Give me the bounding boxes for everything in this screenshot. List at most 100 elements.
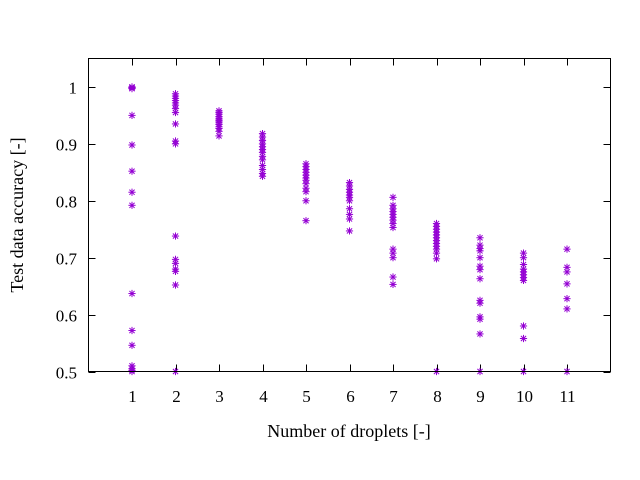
- point-stroke: [477, 275, 483, 282]
- data-point: [389, 193, 397, 201]
- y-tick-label: 1: [69, 79, 78, 98]
- point-stroke: [477, 330, 483, 337]
- point-stroke: [129, 85, 135, 92]
- data-point: [128, 111, 136, 120]
- point-stroke: [172, 120, 179, 127]
- data-point: [563, 295, 571, 303]
- point-stroke: [390, 254, 396, 261]
- data-point: [563, 280, 571, 288]
- point-stroke: [564, 295, 570, 302]
- data-point: [476, 299, 484, 307]
- point-stroke: [303, 217, 309, 224]
- data-point: [563, 268, 571, 276]
- data-point: [476, 330, 484, 338]
- point-stroke: [390, 250, 396, 257]
- point-stroke: [564, 280, 570, 287]
- data-point: [563, 305, 571, 313]
- y-axis-label: Test data accuracy [-]: [7, 137, 27, 292]
- y-tick-label: 0.6: [56, 307, 77, 326]
- point-stroke: [477, 247, 483, 254]
- point-stroke: [172, 109, 179, 116]
- x-tick-label: 6: [346, 387, 355, 406]
- x-tick-label: 3: [215, 387, 224, 406]
- point-stroke: [172, 140, 179, 147]
- data-point: [389, 280, 397, 289]
- x-tick-label: 10: [516, 387, 533, 406]
- point-stroke: [172, 233, 179, 240]
- x-tick-label: 4: [259, 387, 268, 406]
- data-point: [258, 172, 267, 180]
- y-tick-label: 0.8: [56, 193, 77, 212]
- point-stroke: [172, 260, 179, 267]
- data-point: [128, 289, 136, 298]
- point-stroke: [433, 255, 440, 262]
- data-point: [432, 249, 441, 257]
- point-stroke: [129, 189, 135, 196]
- point-stroke: [477, 266, 483, 273]
- point-stroke: [564, 268, 570, 275]
- point-stroke: [520, 323, 527, 329]
- point-stroke: [520, 261, 527, 268]
- data-point: [128, 201, 136, 209]
- point-stroke: [129, 290, 135, 297]
- x-tick-label: 1: [128, 387, 137, 406]
- axis-ticks: [88, 58, 611, 373]
- point-stroke: [564, 264, 570, 271]
- data-point: [519, 254, 528, 262]
- point-stroke: [390, 224, 396, 231]
- data-point: [128, 188, 136, 196]
- point-stroke: [390, 281, 396, 288]
- point-stroke: [520, 254, 527, 261]
- point-stroke: [564, 305, 570, 312]
- data-point: [389, 223, 397, 232]
- data-point: [345, 227, 354, 235]
- point-stroke: [129, 112, 135, 119]
- data-point: [519, 334, 528, 343]
- data-point: [345, 215, 354, 223]
- point-stroke: [477, 234, 483, 241]
- data-point: [171, 267, 180, 275]
- point-stroke: [390, 274, 396, 280]
- data-point: [476, 266, 484, 274]
- data-points: [128, 83, 571, 376]
- point-stroke: [303, 197, 309, 204]
- data-point: [476, 234, 484, 242]
- point-stroke: [346, 211, 353, 218]
- point-stroke: [520, 250, 527, 257]
- y-tick-label: 0.9: [56, 136, 77, 155]
- plot-frame: [88, 58, 611, 372]
- data-point: [563, 245, 571, 253]
- point-stroke: [477, 254, 483, 261]
- data-point: [215, 132, 223, 140]
- point-stroke: [390, 194, 396, 201]
- point-stroke: [520, 335, 527, 342]
- point-stroke: [564, 246, 570, 253]
- x-axis-label: Number of droplets [-]: [267, 421, 430, 441]
- point-stroke: [520, 277, 527, 284]
- data-point: [519, 249, 528, 257]
- data-point: [476, 254, 484, 262]
- data-point: [519, 322, 528, 330]
- point-stroke: [477, 316, 483, 323]
- point-stroke: [129, 342, 135, 349]
- data-point: [432, 255, 441, 263]
- point-stroke: [346, 197, 353, 204]
- x-tick-label: 5: [302, 387, 311, 406]
- data-point: [171, 281, 180, 289]
- y-tick-label: 0.7: [56, 250, 78, 269]
- point-stroke: [216, 132, 222, 139]
- tick-labels: 1 2 3 4 5 6 7 8 9 10 11 0.5 0.6 0.7 0.8 0.9 1: [56, 79, 576, 407]
- data-point: [519, 276, 528, 285]
- point-stroke: [346, 227, 353, 234]
- x-tick-label: 2: [172, 387, 181, 406]
- data-point: [519, 260, 528, 269]
- data-point: [302, 197, 310, 205]
- point-stroke: [172, 282, 179, 288]
- data-point: [171, 140, 180, 148]
- x-tick-label: 9: [476, 387, 485, 406]
- data-point: [302, 188, 310, 196]
- point-stroke: [129, 202, 135, 209]
- data-point: [476, 315, 484, 323]
- point-stroke: [259, 173, 266, 180]
